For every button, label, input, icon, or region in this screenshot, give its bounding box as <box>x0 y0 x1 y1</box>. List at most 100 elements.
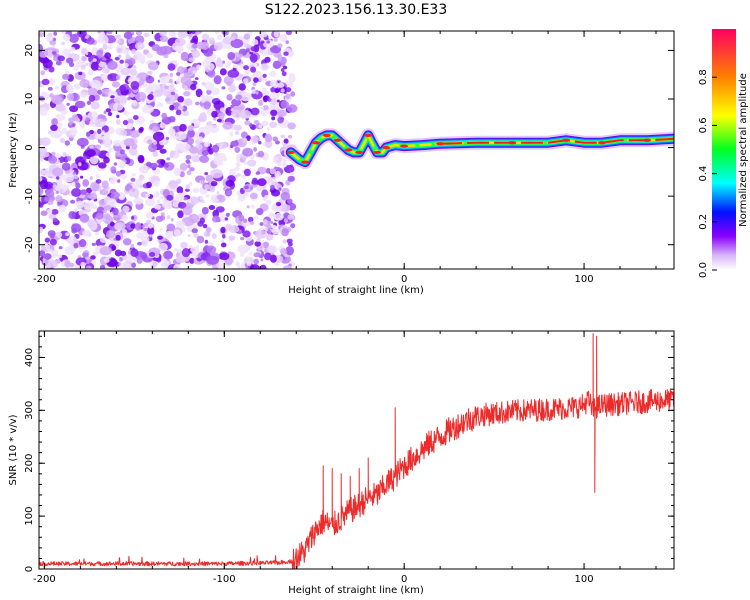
noise-blob <box>149 162 158 169</box>
noise-blob <box>176 72 181 76</box>
noise-blob <box>204 172 209 176</box>
noise-blob <box>216 57 221 63</box>
noise-blob <box>115 44 127 54</box>
noise-blob <box>99 190 104 194</box>
noise-blob <box>65 140 69 144</box>
noise-blob <box>137 154 145 163</box>
noise-blob <box>261 76 268 82</box>
noise-blob <box>61 60 66 64</box>
noise-blob <box>117 179 121 183</box>
noise-blob <box>156 199 161 204</box>
noise-blob <box>177 31 189 38</box>
noise-blob <box>39 32 44 37</box>
noise-blob <box>258 76 263 82</box>
noise-blob <box>249 186 253 190</box>
noise-blob <box>183 91 191 97</box>
noise-blob <box>73 208 79 213</box>
noise-blob <box>152 180 160 187</box>
noise-blob <box>43 253 52 260</box>
noise-blob <box>115 74 121 81</box>
noise-blob <box>278 187 282 191</box>
noise-blob <box>219 68 227 76</box>
noise-blob <box>90 61 99 71</box>
noise-blob <box>66 102 70 106</box>
noise-blob <box>146 181 152 188</box>
noise-blob <box>174 37 186 47</box>
noise-blob <box>147 94 154 101</box>
noise-blob <box>157 235 163 240</box>
noise-blob <box>119 84 126 92</box>
noise-blob <box>51 118 58 126</box>
noise-blob <box>166 194 174 201</box>
noise-blob <box>150 91 154 95</box>
noise-blob <box>175 131 187 141</box>
noise-blob <box>187 125 194 131</box>
noise-blob <box>203 101 211 110</box>
noise-blob <box>113 102 124 111</box>
noise-blob <box>216 194 224 200</box>
noise-blob <box>236 173 241 177</box>
noise-blob <box>66 155 72 162</box>
noise-blob <box>253 252 261 258</box>
noise-blob <box>72 171 77 175</box>
noise-blob <box>193 233 200 238</box>
noise-blob <box>68 235 77 245</box>
noise-blob <box>165 97 171 103</box>
noise-blob <box>148 143 158 153</box>
noise-blob <box>201 150 209 156</box>
noise-blob <box>262 219 268 225</box>
noise-blob <box>210 169 223 179</box>
noise-blob <box>239 53 243 58</box>
noise-blob <box>173 229 181 237</box>
noise-blob <box>102 209 107 213</box>
noise-blob <box>138 165 149 174</box>
noise-blob <box>257 150 265 158</box>
noise-blob <box>44 259 49 265</box>
noise-blob <box>283 165 295 174</box>
noise-blob <box>102 43 108 50</box>
noise-blob <box>91 242 96 246</box>
noise-blob <box>152 125 160 132</box>
signal-core <box>440 137 674 145</box>
noise-blob <box>86 100 92 106</box>
noise-blob <box>231 109 241 119</box>
noise-blob <box>257 178 267 187</box>
spectrogram-ytick-label: 20 <box>24 44 35 57</box>
noise-blob <box>61 41 65 46</box>
noise-blob <box>276 99 280 103</box>
noise-blob <box>146 219 152 224</box>
noise-blob <box>285 93 291 99</box>
noise-blob <box>196 41 206 50</box>
noise-blob <box>253 216 259 220</box>
noise-blob <box>115 119 121 125</box>
noise-blob <box>242 147 254 157</box>
noise-blob <box>227 69 240 78</box>
noise-blob <box>114 34 120 40</box>
noise-blob <box>156 46 168 56</box>
noise-blob <box>209 185 216 193</box>
noise-blob <box>78 239 87 248</box>
noise-blob <box>211 110 218 118</box>
noise-blob <box>235 162 241 167</box>
noise-blob <box>89 129 94 135</box>
noise-blob <box>128 77 133 82</box>
noise-blob <box>180 241 188 249</box>
noise-blob <box>258 141 262 145</box>
noise-blob <box>217 112 225 120</box>
noise-blob <box>130 69 138 76</box>
noise-blob <box>81 55 87 62</box>
noise-blob <box>290 210 295 215</box>
noise-blob <box>238 109 252 119</box>
snr-xtick-label: 100 <box>575 574 594 585</box>
noise-blob <box>185 159 191 164</box>
noise-blob <box>253 77 259 83</box>
noise-blob <box>270 91 280 100</box>
noise-blob <box>272 81 279 89</box>
noise-blob <box>250 66 257 73</box>
noise-blob <box>62 48 71 57</box>
noise-blob <box>206 255 220 265</box>
noise-blob <box>222 31 228 35</box>
noise-blob <box>200 199 205 203</box>
noise-blob <box>280 134 286 139</box>
noise-blob <box>204 184 211 191</box>
